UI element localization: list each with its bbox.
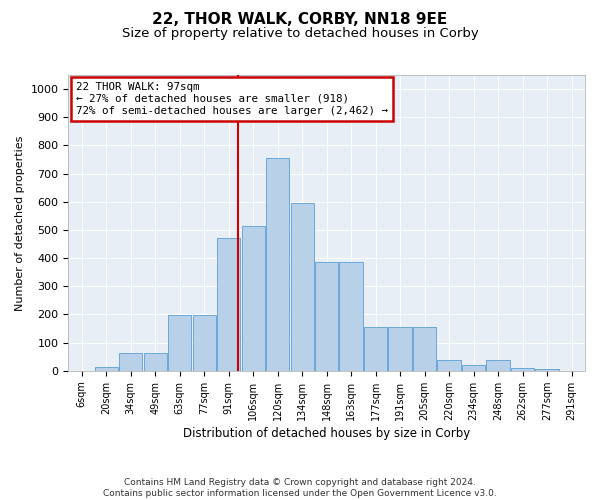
Bar [511,368,534,371]
Bar [290,203,314,371]
Text: Size of property relative to detached houses in Corby: Size of property relative to detached ho… [122,28,478,40]
Bar [193,316,216,371]
Bar [487,360,509,371]
Text: 22, THOR WALK, CORBY, NN18 9EE: 22, THOR WALK, CORBY, NN18 9EE [152,12,448,28]
Text: Contains HM Land Registry data © Crown copyright and database right 2024.
Contai: Contains HM Land Registry data © Crown c… [103,478,497,498]
Bar [143,352,167,371]
Bar [119,352,142,371]
Bar [462,365,485,371]
Text: 22 THOR WALK: 97sqm
← 27% of detached houses are smaller (918)
72% of semi-detac: 22 THOR WALK: 97sqm ← 27% of detached ho… [76,82,388,116]
Bar [437,360,461,371]
Bar [242,226,265,371]
Y-axis label: Number of detached properties: Number of detached properties [15,135,25,310]
Bar [95,368,118,371]
Bar [413,326,436,371]
Bar [535,370,559,371]
Bar [266,158,289,371]
Bar [217,238,241,371]
Bar [340,262,363,371]
Bar [388,326,412,371]
Bar [168,316,191,371]
X-axis label: Distribution of detached houses by size in Corby: Distribution of detached houses by size … [183,427,470,440]
Bar [364,326,387,371]
Bar [315,262,338,371]
